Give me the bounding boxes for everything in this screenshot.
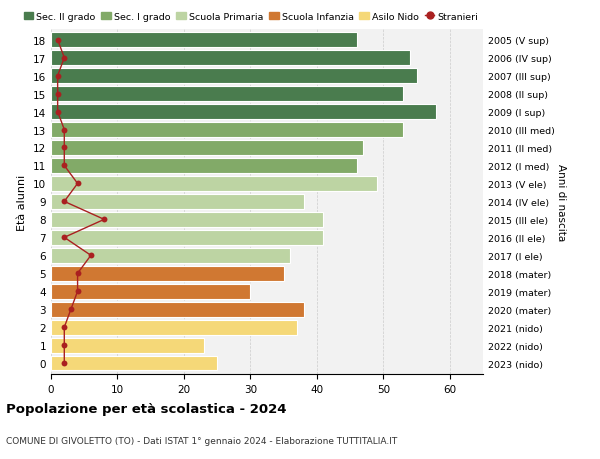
Bar xyxy=(51,284,250,299)
Bar xyxy=(51,123,403,138)
Y-axis label: Età alunni: Età alunni xyxy=(17,174,28,230)
Point xyxy=(53,73,62,80)
Point xyxy=(53,109,62,116)
Text: COMUNE DI GIVOLETTO (TO) - Dati ISTAT 1° gennaio 2024 - Elaborazione TUTTITALIA.: COMUNE DI GIVOLETTO (TO) - Dati ISTAT 1°… xyxy=(6,436,397,445)
Text: Popolazione per età scolastica - 2024: Popolazione per età scolastica - 2024 xyxy=(6,403,287,415)
Point xyxy=(73,288,82,295)
Point xyxy=(53,37,62,44)
Point xyxy=(59,55,69,62)
Bar xyxy=(51,213,323,227)
Legend: Sec. II grado, Sec. I grado, Scuola Primaria, Scuola Infanzia, Asilo Nido, Stran: Sec. II grado, Sec. I grado, Scuola Prim… xyxy=(23,13,478,22)
Point xyxy=(59,127,69,134)
Point xyxy=(73,180,82,188)
Bar xyxy=(51,177,377,191)
Point xyxy=(53,91,62,98)
Point xyxy=(59,360,69,367)
Bar xyxy=(51,195,304,209)
Point xyxy=(100,216,109,224)
Bar xyxy=(51,141,364,156)
Point xyxy=(59,234,69,241)
Bar xyxy=(51,338,204,353)
Bar xyxy=(51,266,284,281)
Bar xyxy=(51,159,357,174)
Point xyxy=(59,341,69,349)
Point xyxy=(86,252,95,259)
Point xyxy=(59,145,69,152)
Point xyxy=(59,324,69,331)
Bar xyxy=(51,356,217,371)
Bar xyxy=(51,69,416,84)
Point xyxy=(73,270,82,277)
Bar xyxy=(51,33,357,48)
Bar xyxy=(51,230,323,245)
Bar xyxy=(51,51,410,66)
Bar xyxy=(51,320,297,335)
Bar xyxy=(51,87,403,102)
Bar xyxy=(51,302,304,317)
Bar xyxy=(51,105,436,120)
Bar xyxy=(51,248,290,263)
Point xyxy=(66,306,76,313)
Point xyxy=(59,198,69,206)
Y-axis label: Anni di nascita: Anni di nascita xyxy=(556,163,566,241)
Point xyxy=(59,162,69,170)
